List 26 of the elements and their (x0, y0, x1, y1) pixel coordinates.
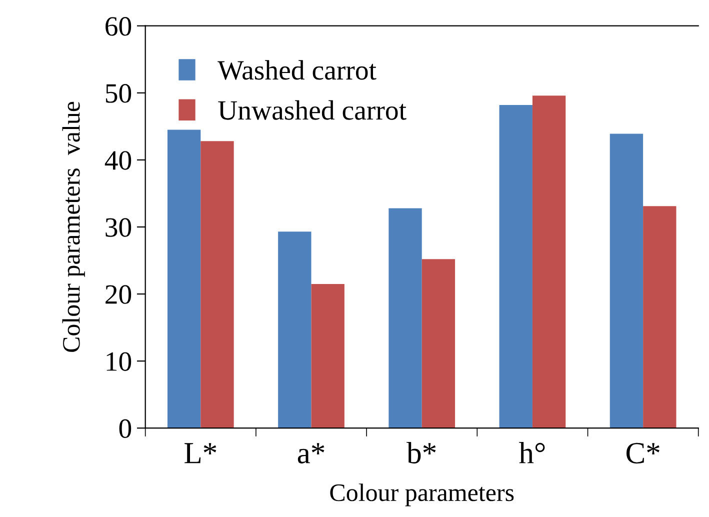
x-tick-label: b* (406, 442, 436, 464)
y-tick-label: 20 (106, 285, 132, 304)
x-axis-title: Colour parameters (330, 484, 514, 506)
y-tick-label: 50 (106, 84, 132, 103)
y-axis-title: Colour parameters value (62, 102, 85, 352)
legend-label: Unwashed carrot (218, 100, 406, 120)
y-tick-label: 30 (106, 218, 132, 237)
bar (499, 104, 532, 428)
bar (278, 232, 312, 428)
legend-label: Washed carrot (218, 60, 376, 80)
bar (388, 208, 422, 428)
y-tick-label: 40 (104, 151, 132, 170)
bar (643, 206, 676, 428)
y-tick-label: 10 (106, 352, 132, 371)
y-tick-label: 60 (106, 17, 132, 36)
bar (167, 130, 201, 428)
x-tick-label: L* (184, 443, 216, 464)
x-tick-label: C* (626, 442, 660, 464)
bar (200, 141, 234, 428)
y-tick-label: 0 (119, 419, 132, 438)
x-tick-label: a* (298, 443, 324, 464)
bar (532, 96, 566, 428)
bar (311, 284, 344, 428)
bar (422, 259, 456, 428)
x-tick-label: h° (519, 442, 545, 464)
bar (610, 134, 644, 428)
